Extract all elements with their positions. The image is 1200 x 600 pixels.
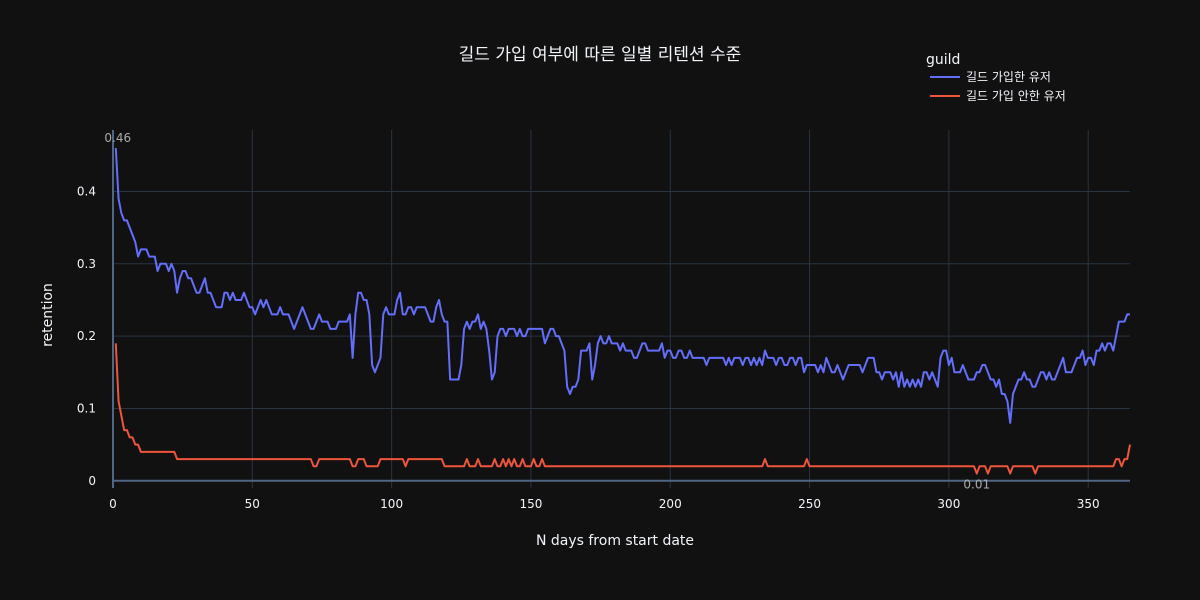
series-layer bbox=[114, 148, 1131, 475]
x-tick-label: 100 bbox=[380, 497, 403, 511]
x-tick-label: 250 bbox=[798, 497, 821, 511]
legend-item-label[interactable]: 길드 가입 안한 유저 bbox=[966, 89, 1066, 103]
y-tick-label: 0.2 bbox=[77, 329, 96, 343]
ticks-layer: 0 50 100 150 200 250 300 350 0 0.1 0.2 0.3 0.4 bbox=[77, 184, 1100, 511]
y-tick-label: 0.3 bbox=[77, 257, 96, 271]
x-tick-label: 300 bbox=[937, 497, 960, 511]
y-tick-label: 0 bbox=[88, 474, 96, 488]
y-axis-title: retention bbox=[40, 283, 56, 347]
annotations-layer: 0.46 0.01 bbox=[104, 131, 990, 491]
series-line-2 bbox=[114, 343, 1131, 475]
y-tick-label: 0.4 bbox=[77, 184, 96, 198]
x-tick-label: 0 bbox=[109, 497, 117, 511]
x-tick-label: 50 bbox=[245, 497, 260, 511]
x-tick-label: 350 bbox=[1077, 497, 1100, 511]
annotation-label: 0.46 bbox=[104, 131, 131, 145]
annotation-label: 0.01 bbox=[963, 478, 990, 492]
x-tick-label: 150 bbox=[519, 497, 542, 511]
series-line-1 bbox=[114, 148, 1130, 424]
y-tick-label: 0.1 bbox=[77, 401, 96, 415]
x-tick-label: 200 bbox=[659, 497, 682, 511]
legend-item-label[interactable]: 길드 가입한 유저 bbox=[966, 70, 1051, 84]
x-axis-title: N days from start date bbox=[536, 533, 694, 549]
chart-title: 길드 가입 여부에 따른 일별 리텐션 수준 bbox=[459, 45, 742, 65]
grid-layer bbox=[112, 130, 1130, 488]
legend-title: guild bbox=[926, 52, 960, 68]
